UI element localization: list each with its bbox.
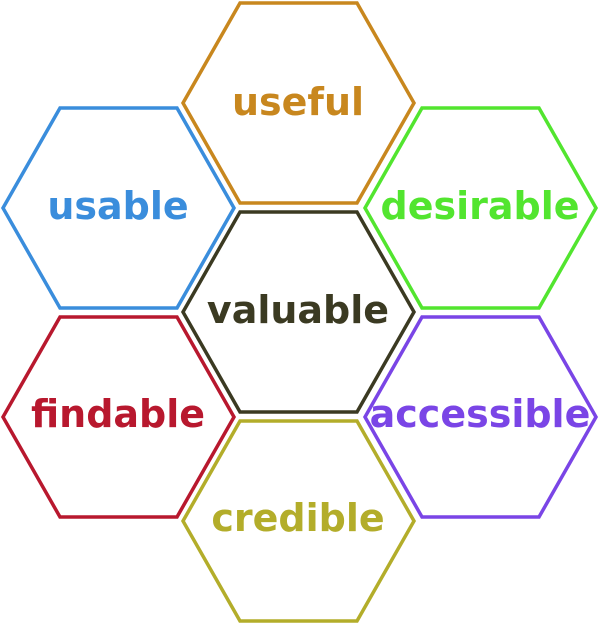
hex-accessible-label: accessible (370, 392, 591, 436)
hex-usable: usable (0, 106, 237, 310)
hex-findable-shape (0, 315, 237, 519)
hex-useful: useful (180, 1, 417, 205)
hex-valuable: valuable (180, 210, 417, 414)
hex-usable-label: usable (47, 184, 188, 228)
hex-credible-shape (180, 419, 417, 623)
hex-valuable-label: valuable (207, 288, 389, 332)
hex-findable-label: findable (31, 392, 205, 436)
hex-useful-shape (180, 1, 417, 205)
hex-credible-label: credible (211, 496, 384, 540)
hex-usable-shape (0, 106, 237, 310)
hex-accessible-shape (362, 315, 599, 519)
hex-desirable: desirable (362, 106, 599, 310)
hex-desirable-label: desirable (381, 184, 580, 228)
hex-useful-label: useful (232, 80, 364, 124)
hex-desirable-shape (362, 106, 599, 310)
hex-valuable-shape (180, 210, 417, 414)
hex-accessible: accessible (362, 315, 599, 519)
hex-credible: credible (180, 419, 417, 623)
hex-findable: findable (0, 315, 237, 519)
